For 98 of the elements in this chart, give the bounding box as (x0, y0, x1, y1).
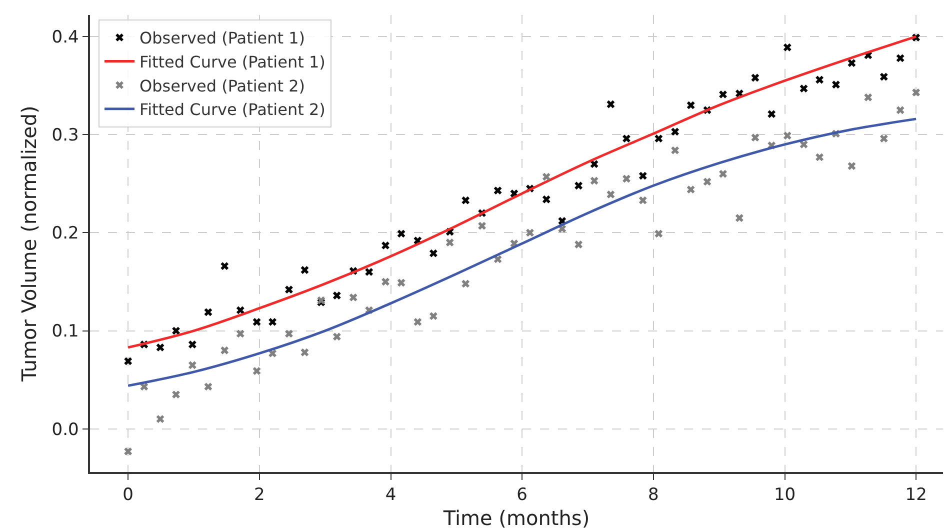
x-tick-label: 8 (648, 485, 659, 506)
point (816, 153, 824, 162)
point (896, 54, 904, 62)
point (124, 447, 132, 456)
point (172, 326, 180, 335)
point (574, 182, 583, 190)
y-tick-label: 0.4 (52, 28, 79, 48)
point (816, 76, 824, 84)
point (494, 186, 502, 194)
point (542, 172, 550, 181)
point (397, 278, 406, 287)
point (751, 74, 760, 82)
point (719, 170, 727, 178)
point (156, 415, 164, 423)
point (800, 84, 808, 93)
point (124, 357, 132, 366)
point (268, 349, 277, 358)
point (542, 195, 550, 204)
point (204, 382, 212, 391)
point (880, 72, 888, 81)
point (671, 128, 680, 136)
legend-label: Fitted Curve (Patient 2) (140, 100, 326, 120)
y-tick-label: 0.0 (52, 420, 79, 440)
y-tick-label: 0.3 (52, 126, 79, 146)
point (848, 59, 856, 68)
point (735, 214, 744, 222)
point (220, 346, 229, 354)
y-tick-label: 0.2 (52, 224, 79, 244)
point (252, 367, 261, 375)
y-tick-label: 0.1 (52, 322, 79, 342)
point (880, 134, 888, 143)
point (671, 146, 680, 154)
point (622, 134, 630, 143)
x-tick-label: 10 (774, 485, 796, 506)
point (478, 222, 486, 230)
point (188, 361, 196, 370)
x-tick-label: 12 (905, 485, 927, 506)
point (285, 286, 293, 294)
point (751, 134, 760, 142)
point (590, 176, 598, 185)
point (574, 240, 583, 248)
point (686, 101, 695, 110)
point (896, 106, 904, 114)
point (172, 390, 180, 398)
point (414, 318, 422, 326)
point (397, 230, 406, 238)
legend-label: Observed (Patient 2) (140, 76, 306, 96)
point (800, 140, 808, 148)
point (382, 242, 390, 250)
point (686, 186, 695, 194)
point (156, 343, 164, 352)
point (332, 292, 341, 300)
point (912, 88, 920, 96)
point (606, 190, 615, 198)
line-series (126, 118, 918, 387)
point (268, 318, 277, 326)
point (236, 306, 244, 314)
point (719, 90, 727, 98)
point (526, 228, 534, 237)
point (462, 196, 470, 204)
x-tick-label: 0 (122, 485, 134, 506)
point (429, 312, 438, 320)
legend-label: Fitted Curve (Patient 1) (140, 52, 326, 72)
point (188, 340, 196, 348)
x-axis-title: Time (months) (442, 506, 590, 530)
point (654, 230, 663, 238)
point (638, 172, 647, 180)
point (365, 268, 374, 276)
legend-label: Observed (Patient 1) (140, 28, 306, 48)
point (606, 100, 615, 108)
x-tick-label: 6 (516, 485, 528, 506)
point (252, 318, 261, 326)
point (300, 348, 309, 356)
point (429, 249, 438, 258)
point (446, 238, 454, 246)
point (236, 330, 244, 338)
point (768, 110, 776, 118)
x-tick-label: 4 (385, 485, 396, 506)
point (864, 93, 872, 102)
point (349, 293, 358, 302)
point (462, 280, 470, 288)
y-axis-title: Tumor Volume (normalized) (16, 106, 41, 382)
point (590, 160, 598, 168)
point (220, 262, 229, 270)
point (638, 196, 647, 204)
point (783, 43, 792, 52)
point (300, 266, 309, 274)
point (285, 330, 293, 338)
point (848, 162, 856, 170)
point (783, 132, 792, 140)
point (382, 278, 390, 286)
point (622, 174, 630, 183)
point (654, 134, 663, 143)
point (204, 308, 212, 316)
point (832, 80, 840, 89)
point (332, 332, 341, 341)
x-tick-label: 2 (254, 485, 265, 506)
point (703, 178, 712, 186)
